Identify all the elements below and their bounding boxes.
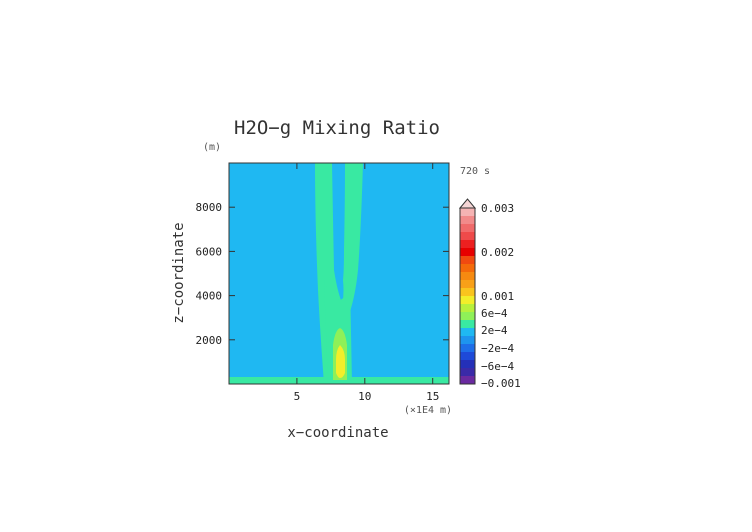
colorbar-swatch <box>460 288 475 297</box>
colorbar-swatch <box>460 376 475 385</box>
plot-frame <box>228 162 450 385</box>
colorbar-swatch <box>460 208 475 217</box>
x-tick-label: 15 <box>426 390 439 403</box>
colorbar-tick-label: −2e−4 <box>481 342 514 355</box>
x-axis-label: x−coordinate <box>287 425 388 441</box>
colorbar-swatch <box>460 216 475 225</box>
colorbar-swatch <box>460 304 475 313</box>
core-yellow <box>336 345 345 378</box>
colorbar-swatch <box>460 352 475 361</box>
colorbar-swatch <box>460 360 475 369</box>
colorbar-swatch <box>460 248 475 257</box>
colorbar-swatch <box>460 312 475 321</box>
colorbar-tick-label: 0.001 <box>481 290 514 303</box>
x-tick-label: 10 <box>358 390 371 403</box>
time-label: 720 s <box>460 166 490 177</box>
colorbar-swatch <box>460 224 475 233</box>
colorbar-tick-label: 6e−4 <box>481 307 508 320</box>
colorbar-swatch <box>460 280 475 289</box>
plot-area <box>228 162 450 385</box>
colorbar-swatch <box>460 344 475 353</box>
colorbar-swatch <box>460 320 475 329</box>
y-tick-label: 2000 <box>196 334 223 347</box>
colorbar-swatch <box>460 296 475 305</box>
colorbar-swatch <box>460 272 475 281</box>
colorbar-tick-label: −6e−4 <box>481 360 514 373</box>
colorbar-swatch <box>460 240 475 249</box>
colorbar: 0.003 0.002 0.001 6e−4 2e−4 −2e−4 −6e−4 −0.001 <box>458 198 521 390</box>
colorbar-tick-label: −0.001 <box>481 377 521 390</box>
colorbar-tick-label: 2e−4 <box>481 324 508 337</box>
y-units-label: (m) <box>203 142 221 153</box>
chart-title: H2O−g Mixing Ratio <box>234 117 440 139</box>
y-axis-label: z−coordinate <box>171 222 187 323</box>
colorbar-tick-label: 0.002 <box>481 246 514 259</box>
colorbar-swatch <box>460 264 475 273</box>
colorbar-swatch <box>460 256 475 265</box>
y-tick-label: 6000 <box>196 245 223 258</box>
x-ticks: 5 10 15 <box>294 163 439 403</box>
colorbar-swatch <box>460 336 475 345</box>
y-tick-label: 8000 <box>196 201 223 214</box>
colorbar-swatch <box>460 232 475 241</box>
x-tick-label: 5 <box>294 390 301 403</box>
colorbar-swatch <box>460 368 475 377</box>
x-units-label: (×1E4 m) <box>404 405 452 416</box>
colorbar-extend-arrow <box>458 198 477 209</box>
plume-right-branch <box>339 163 363 320</box>
colorbar-frame <box>459 207 476 385</box>
y-ticks: 2000 4000 6000 8000 <box>196 201 449 347</box>
colorbar-tick-label: 0.003 <box>481 202 514 215</box>
colorbar-swatch <box>460 328 475 337</box>
y-tick-label: 4000 <box>196 290 223 303</box>
